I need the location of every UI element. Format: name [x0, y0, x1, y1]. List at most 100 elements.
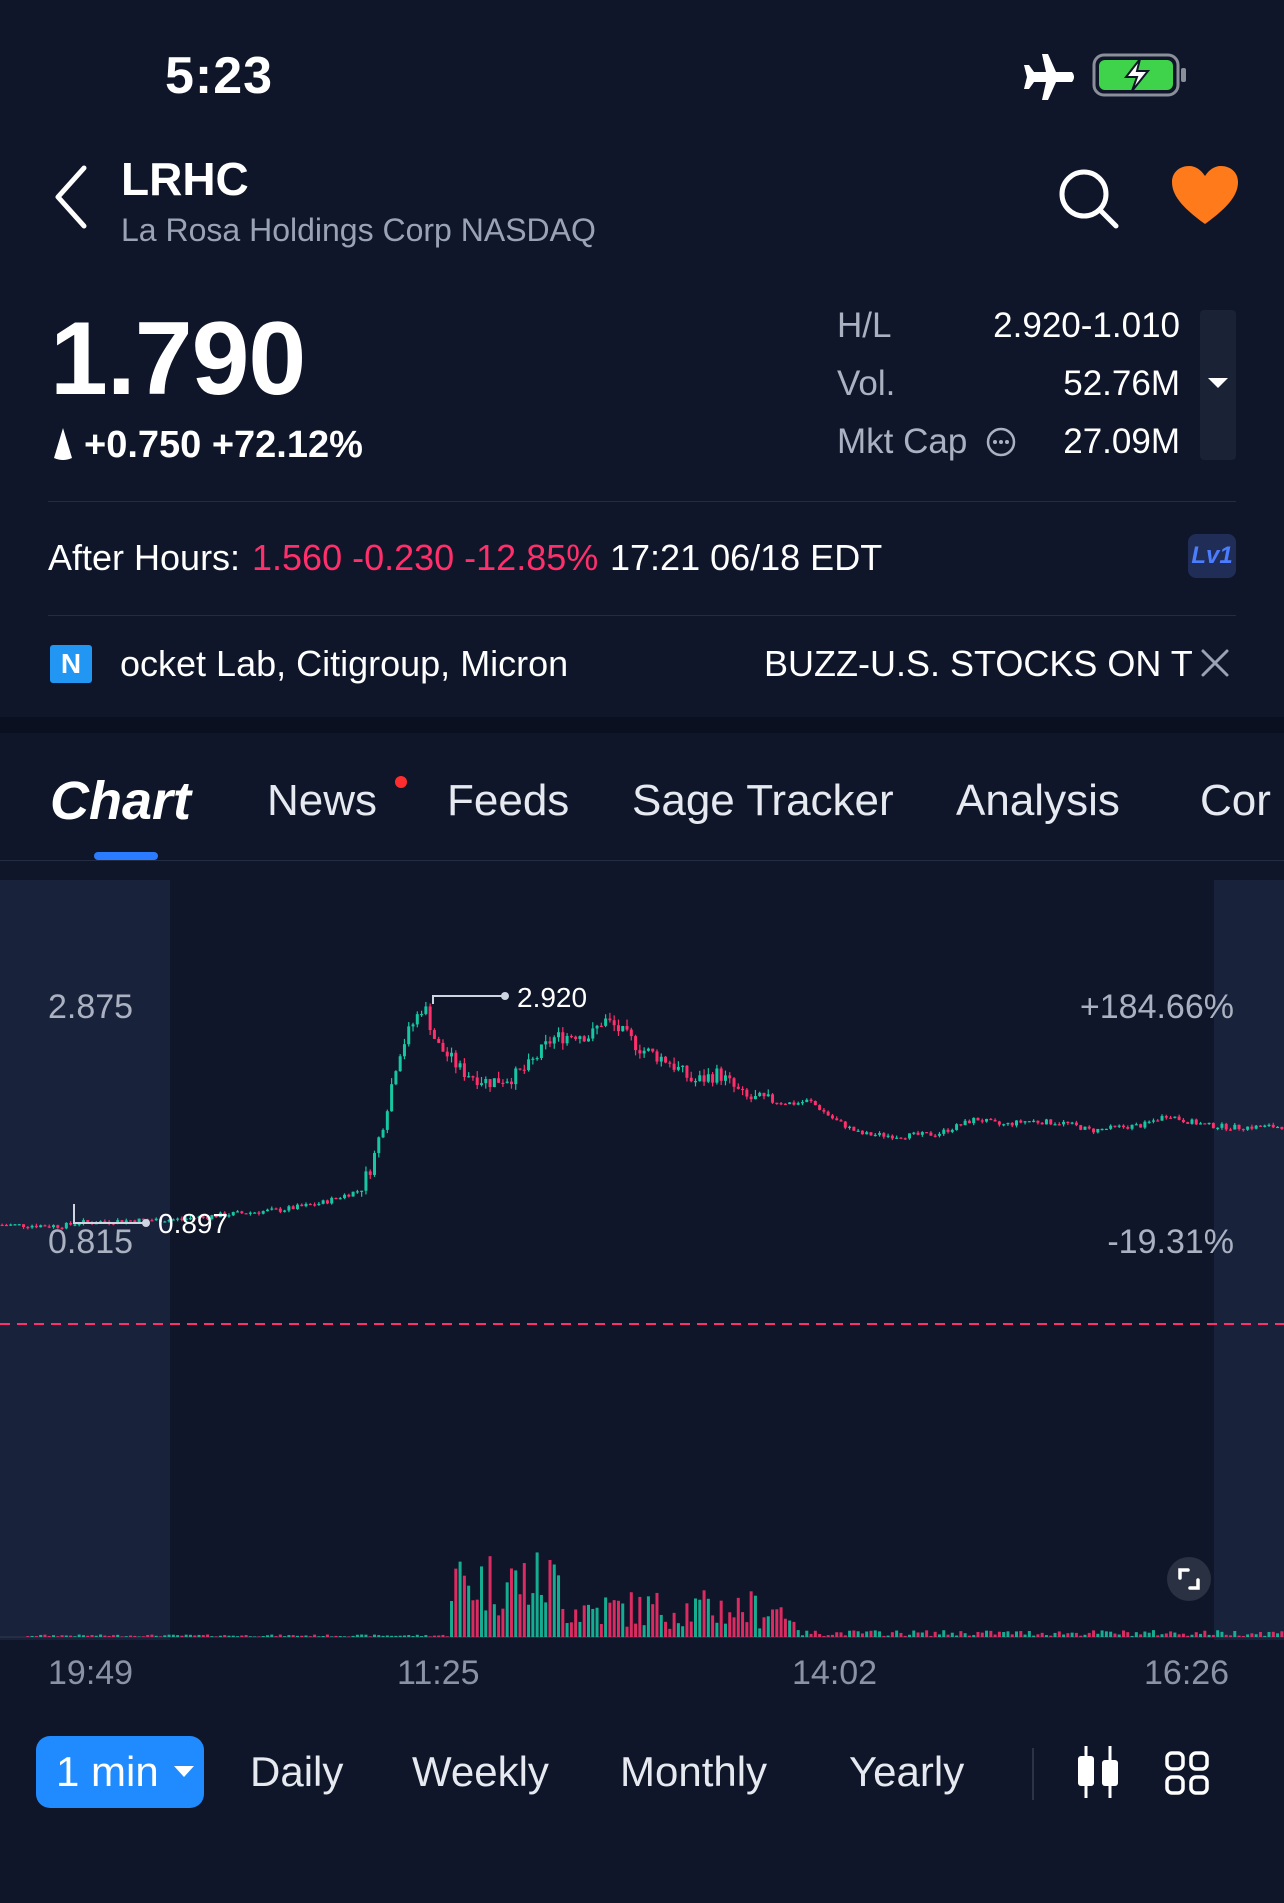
tab-sage-tracker[interactable]: Sage Tracker	[632, 776, 894, 825]
candle-body	[22, 1224, 26, 1227]
volume-bar	[171, 1634, 175, 1637]
candle-body	[52, 1225, 55, 1228]
volume-bar	[801, 1635, 804, 1637]
period-weekly-button[interactable]: Weekly	[412, 1748, 549, 1795]
volume-bar	[373, 1634, 376, 1637]
ticker-symbol: LRHC	[121, 153, 249, 205]
candle-body	[347, 1194, 351, 1197]
back-icon[interactable]	[50, 162, 94, 232]
volume-bar	[1237, 1635, 1241, 1637]
candle-body	[1186, 1122, 1190, 1124]
candle-body	[1177, 1116, 1181, 1120]
candle-body	[1250, 1126, 1254, 1129]
search-icon[interactable]	[1056, 166, 1120, 230]
candle-body	[518, 1068, 522, 1070]
unread-dot	[395, 776, 407, 788]
candle-body	[501, 1082, 505, 1085]
volume-bar	[129, 1635, 133, 1637]
volume-bar	[1104, 1631, 1108, 1637]
volume-bar	[625, 1626, 629, 1637]
volume-bar	[1019, 1631, 1023, 1637]
period-monthly-button[interactable]: Monthly	[620, 1748, 768, 1795]
candle-body	[248, 1212, 252, 1214]
volume-bar	[86, 1635, 90, 1637]
volume-bar	[137, 1636, 141, 1637]
volume-bar	[531, 1593, 535, 1637]
candle-body	[373, 1153, 376, 1175]
volume-bar	[711, 1615, 715, 1637]
volume-bar	[856, 1631, 860, 1637]
volume-bar	[308, 1636, 312, 1637]
stats-expand-toggle[interactable]	[1200, 310, 1236, 460]
volume-bar	[1177, 1634, 1181, 1637]
candle-body	[972, 1117, 976, 1124]
volume-bar	[257, 1636, 261, 1637]
candle-body	[1147, 1121, 1151, 1123]
news-ticker-text[interactable]: BUZZ-U.S. STOCKS ON T	[764, 643, 1193, 684]
price-chart[interactable]: 2.920 0.897 2.875 0.815 +184.66% -19.31%	[0, 880, 1284, 1640]
candle-body	[646, 1048, 650, 1051]
volume-bar	[402, 1635, 406, 1637]
volume-bar	[569, 1622, 573, 1637]
candle-body	[287, 1206, 291, 1211]
info-icon[interactable]	[986, 427, 1016, 457]
candle-body	[561, 1032, 565, 1044]
news-ticker-text[interactable]: ocket Lab, Citigroup, Micron	[120, 643, 569, 684]
tab-chart[interactable]: Chart	[50, 771, 192, 831]
volume-bar	[1139, 1634, 1143, 1637]
candle-body	[407, 1026, 411, 1045]
volume-bar	[295, 1635, 299, 1637]
candle-body	[929, 1132, 933, 1136]
stat-value-hl: 2.920-1.010	[993, 306, 1180, 345]
grid-icon[interactable]	[1164, 1750, 1210, 1796]
high-marker-line	[432, 995, 505, 1004]
candle-body	[565, 1035, 569, 1044]
candle-body	[351, 1191, 355, 1197]
tab-analysis[interactable]: Analysis	[956, 776, 1120, 825]
level1-badge[interactable]: Lv1	[1188, 534, 1236, 578]
candle-body	[43, 1225, 47, 1227]
heart-icon[interactable]	[1170, 164, 1240, 228]
volume-bar	[180, 1635, 184, 1637]
candle-body	[437, 1038, 441, 1043]
tab-cor[interactable]: Cor	[1200, 776, 1271, 825]
volume-bar	[218, 1635, 222, 1637]
candle-body	[330, 1197, 334, 1204]
candle-body	[415, 1014, 419, 1025]
candle-body	[428, 1006, 432, 1031]
volume-bar	[1181, 1633, 1185, 1637]
close-icon[interactable]	[1200, 648, 1230, 678]
volume-bar	[347, 1636, 351, 1637]
candle-body	[719, 1068, 723, 1081]
volume-bar	[103, 1635, 107, 1637]
tab-news[interactable]: News	[267, 776, 378, 825]
volume-bar	[133, 1635, 137, 1637]
candle-body	[381, 1129, 385, 1138]
volume-bar	[749, 1591, 753, 1637]
up-arrow-icon	[54, 428, 72, 460]
volume-bar	[587, 1604, 590, 1637]
candle-body	[116, 1220, 120, 1224]
candle-body	[274, 1208, 278, 1210]
volume-bar	[920, 1632, 924, 1637]
volume-bar	[304, 1635, 308, 1637]
period-1min-button[interactable]: 1 min	[36, 1736, 204, 1808]
candle-body	[492, 1078, 496, 1088]
candle-body	[231, 1212, 235, 1216]
period-yearly-button[interactable]: Yearly	[849, 1748, 965, 1795]
tab-feeds[interactable]: Feeds	[447, 776, 570, 825]
candle-body	[1010, 1122, 1014, 1126]
period-daily-button[interactable]: Daily	[250, 1748, 344, 1795]
volume-bar	[848, 1630, 852, 1637]
candle-body	[865, 1132, 869, 1135]
volume-bar	[124, 1636, 128, 1637]
volume-bar	[1263, 1635, 1267, 1637]
volume-bar	[993, 1634, 997, 1637]
candlestick-icon[interactable]	[1072, 1742, 1124, 1802]
volume-bar	[325, 1634, 329, 1637]
volume-bar	[428, 1636, 432, 1637]
expand-icon[interactable]	[1166, 1556, 1212, 1602]
candle-body	[548, 1041, 552, 1044]
candle-body	[860, 1130, 864, 1135]
candle-body	[959, 1124, 963, 1126]
